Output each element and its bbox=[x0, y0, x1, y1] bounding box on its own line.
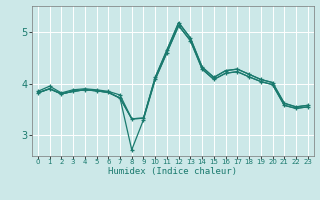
X-axis label: Humidex (Indice chaleur): Humidex (Indice chaleur) bbox=[108, 167, 237, 176]
